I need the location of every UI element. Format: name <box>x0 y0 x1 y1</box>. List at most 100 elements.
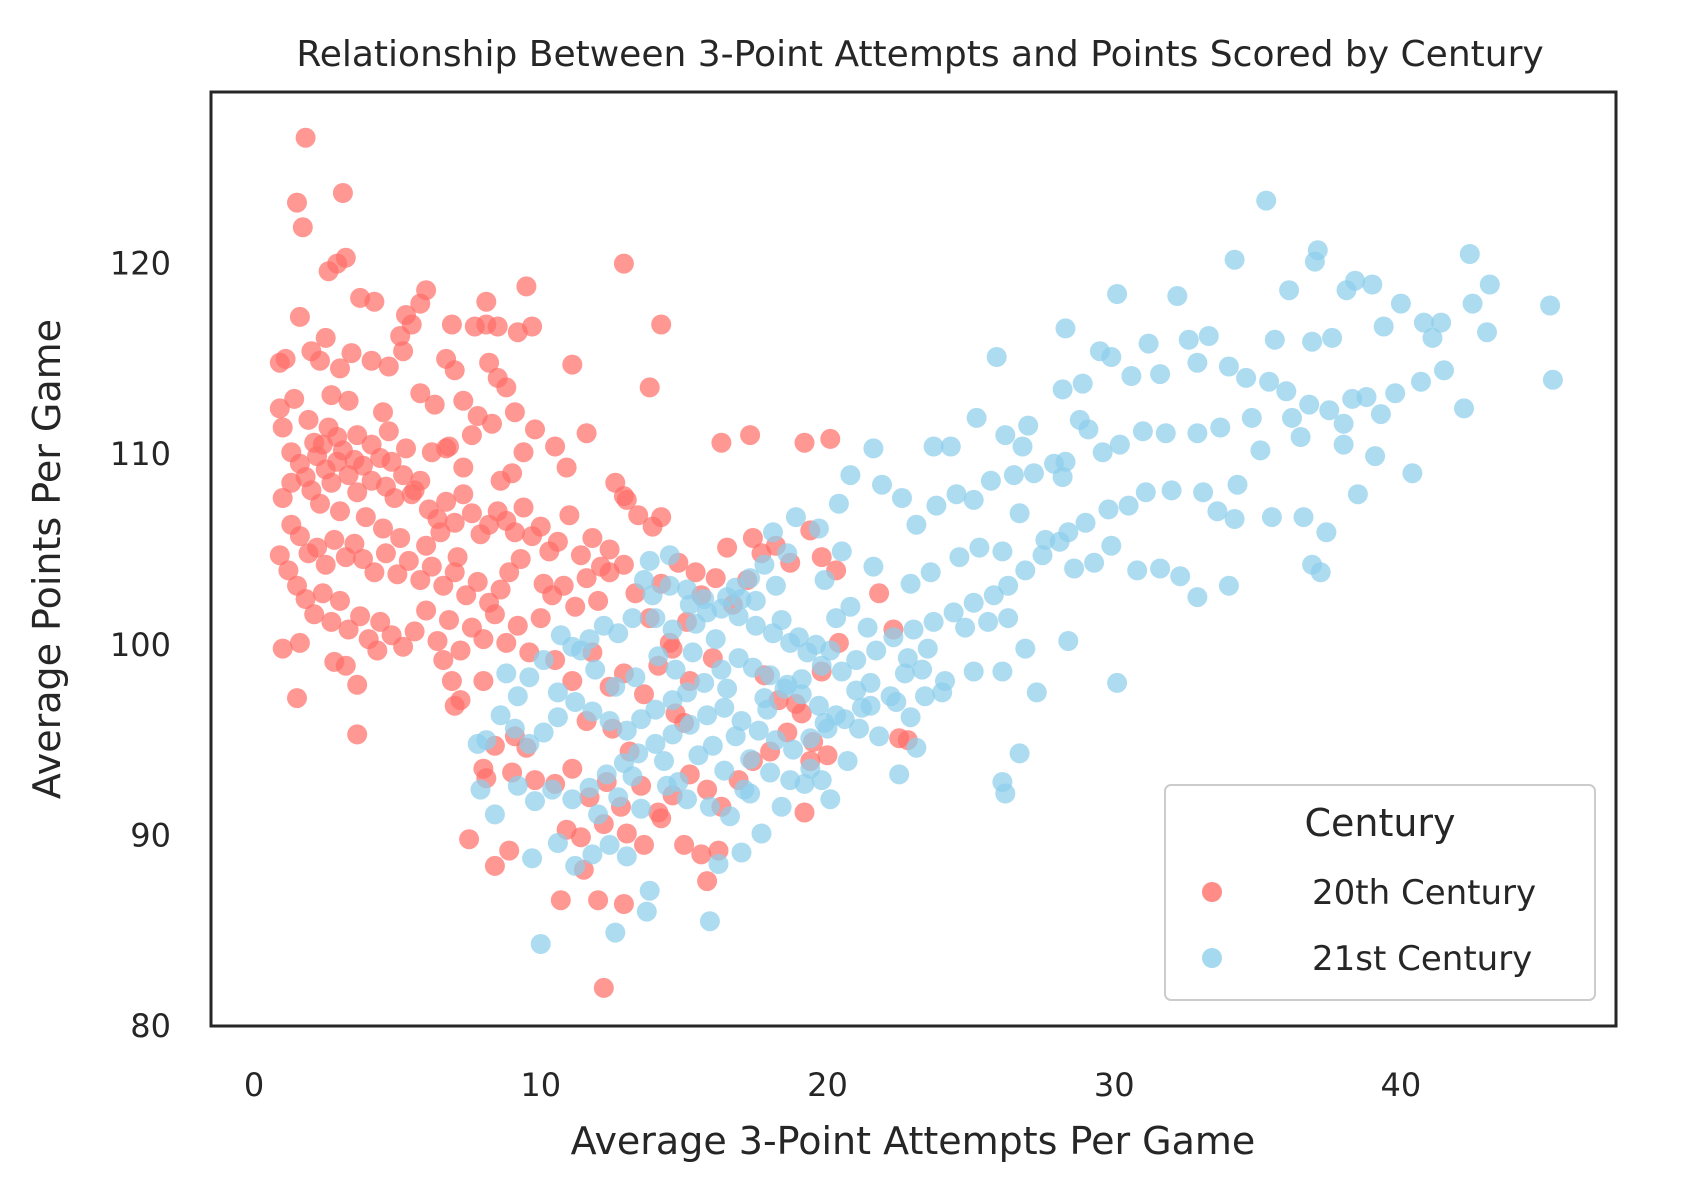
data-point <box>826 608 847 629</box>
data-point <box>886 692 907 712</box>
data-point <box>869 726 890 747</box>
data-point <box>1150 558 1171 579</box>
data-point <box>923 436 944 457</box>
data-point <box>1540 295 1561 316</box>
data-point <box>404 480 425 501</box>
data-point <box>565 596 586 617</box>
data-point <box>507 615 528 636</box>
y-axis-ticks: 80 90 100 110 120 <box>110 245 171 1045</box>
data-point <box>444 562 465 583</box>
data-point <box>579 777 600 798</box>
data-point <box>393 465 414 486</box>
data-point <box>794 802 815 823</box>
data-point <box>588 804 609 825</box>
data-point <box>745 615 766 636</box>
data-point <box>1009 743 1030 764</box>
data-point <box>556 457 577 478</box>
data-point <box>642 585 663 606</box>
y-tick-label: 100 <box>110 626 171 664</box>
data-point <box>453 484 474 505</box>
data-point <box>705 568 726 589</box>
data-point <box>327 253 348 274</box>
data-point <box>754 688 775 709</box>
data-point <box>777 543 798 564</box>
data-point <box>616 823 637 844</box>
y-axis-label: Average Points Per Game <box>25 319 69 799</box>
series-21st-century <box>467 190 1563 954</box>
data-point <box>513 497 534 518</box>
data-point <box>504 522 525 543</box>
data-point <box>416 600 437 621</box>
x-tick-label: 10 <box>520 1066 561 1104</box>
data-point <box>1333 413 1354 434</box>
data-point <box>1193 482 1214 503</box>
y-tick-label: 90 <box>130 816 171 854</box>
data-point <box>384 488 405 508</box>
data-point <box>677 579 697 600</box>
data-point <box>310 350 330 371</box>
data-point <box>1127 560 1148 581</box>
data-point <box>1290 427 1311 447</box>
data-point <box>516 276 537 297</box>
data-point <box>731 711 752 731</box>
data-point <box>691 844 712 865</box>
data-point <box>427 631 448 651</box>
data-point <box>1161 480 1182 501</box>
data-point <box>760 665 781 686</box>
data-point <box>484 804 505 825</box>
data-point <box>553 575 574 596</box>
data-point <box>387 564 408 585</box>
data-point <box>654 751 674 771</box>
data-point <box>645 699 666 720</box>
data-point <box>1135 482 1156 503</box>
data-point <box>983 585 1004 606</box>
data-point <box>674 834 695 855</box>
data-point <box>734 779 755 800</box>
data-point <box>547 531 568 552</box>
data-point <box>441 314 462 335</box>
data-point <box>699 911 720 932</box>
data-point <box>338 465 359 486</box>
data-point <box>711 432 732 453</box>
data-point <box>461 503 482 524</box>
data-point <box>995 783 1016 804</box>
data-point <box>570 545 591 566</box>
data-point <box>596 764 617 785</box>
data-point <box>731 842 752 863</box>
data-point <box>645 733 666 754</box>
data-point <box>550 625 571 646</box>
data-point <box>783 739 804 760</box>
data-point <box>969 537 990 558</box>
data-point <box>940 436 961 457</box>
data-point <box>955 617 976 638</box>
data-point <box>628 743 649 764</box>
data-point <box>441 671 462 691</box>
data-point <box>533 650 554 670</box>
data-point <box>433 650 454 670</box>
data-point <box>800 758 821 779</box>
data-point <box>370 611 391 632</box>
data-point <box>479 352 500 373</box>
data-point <box>298 409 319 430</box>
data-point <box>978 611 999 632</box>
data-point <box>714 697 735 718</box>
data-point <box>765 730 786 751</box>
data-point <box>900 573 921 594</box>
data-point <box>966 407 987 428</box>
data-point <box>631 798 652 819</box>
data-point <box>439 610 459 630</box>
data-point <box>338 390 359 411</box>
data-point <box>576 568 597 589</box>
data-point <box>330 590 350 611</box>
data-point <box>892 488 912 508</box>
data-point <box>720 806 740 827</box>
data-point <box>677 789 697 810</box>
data-point <box>1356 387 1377 407</box>
data-point <box>1422 327 1443 348</box>
data-point <box>1121 366 1142 386</box>
data-point <box>424 394 445 415</box>
data-point <box>717 678 738 699</box>
data-point <box>350 606 371 627</box>
data-point <box>613 894 634 914</box>
data-point <box>484 855 505 876</box>
